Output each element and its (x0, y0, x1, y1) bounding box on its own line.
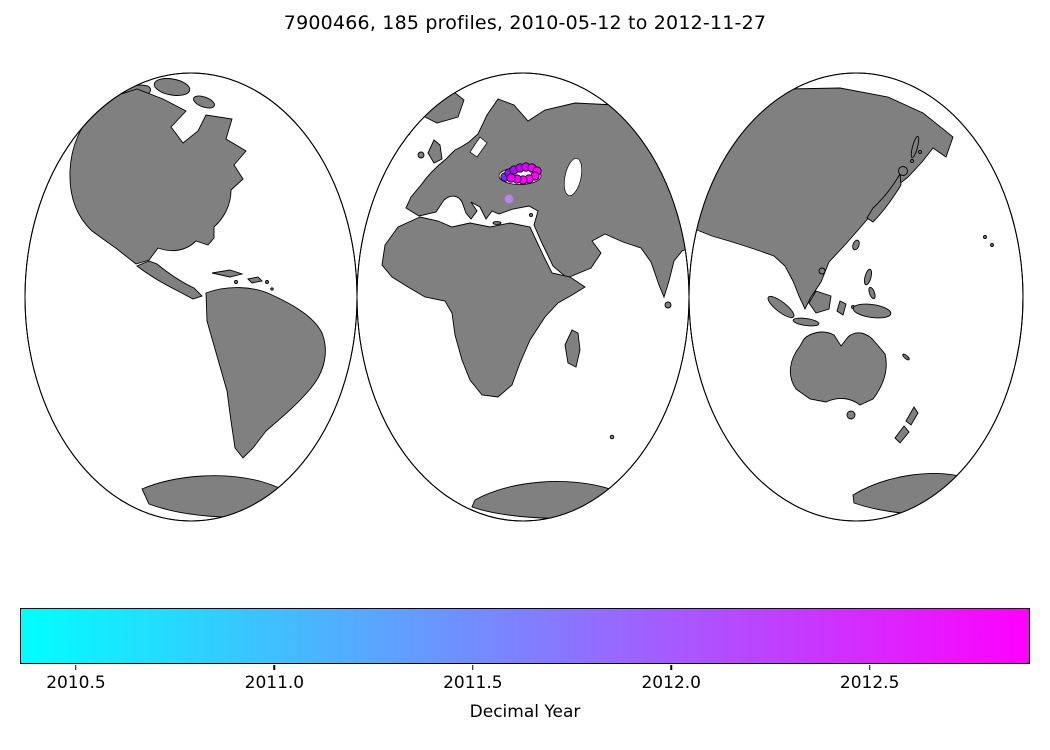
island-taiwan (852, 239, 860, 251)
float-trajectory (500, 162, 542, 204)
continent-australia (789, 331, 887, 406)
island-dot (270, 287, 274, 291)
colorbar-tick-mark (472, 665, 474, 670)
island-cuba (211, 269, 244, 278)
island-dot (910, 159, 914, 163)
continent-south-america (205, 287, 326, 459)
arctic-island (153, 78, 191, 96)
colorbar-label: Decimal Year (469, 702, 581, 722)
island-new-zealand-north (905, 406, 919, 426)
island-hainan (818, 267, 826, 275)
island-new-zealand-south (894, 425, 910, 444)
island-crete (492, 221, 502, 225)
island-dot (234, 280, 238, 284)
colorbar-tick-mark (273, 665, 276, 670)
island-java (792, 317, 820, 327)
island-cyprus (529, 213, 533, 217)
plot-title: 7900466, 185 profiles, 2010-05-12 to 201… (283, 12, 767, 34)
island-dot (983, 235, 987, 239)
colorbar (20, 608, 1030, 664)
island-new-caledonia (902, 353, 910, 361)
island-dot (918, 150, 922, 154)
colorbar-tick-label: 2012.0 (641, 673, 701, 693)
baltic-sea (469, 136, 488, 158)
island-madagascar (564, 329, 581, 368)
profile-point (506, 173, 516, 183)
colorbar-tick-label: 2010.5 (46, 673, 106, 693)
island-dot (990, 243, 994, 247)
caspian-sea (563, 157, 583, 197)
island-britain (427, 139, 443, 164)
map-lobe-outline (688, 72, 1024, 522)
colorbar-ticks: 2010.5 2011.0 2011.5 2012.0 2012.5 (20, 664, 1030, 698)
colorbar-tick-label: 2012.5 (839, 673, 900, 693)
island-philippines (868, 286, 876, 300)
colorbar-tick-label: 2011.0 (244, 673, 305, 693)
island-sumatra (767, 295, 795, 319)
island-hokkaido (898, 166, 908, 176)
island-tasmania (846, 410, 856, 420)
colorbar-tick-mark (670, 665, 672, 670)
island-sri-lanka (664, 301, 672, 309)
world-map (24, 72, 1024, 522)
colorbar-tick-mark (75, 665, 77, 670)
island-philippines (863, 268, 873, 286)
colorbar-tick-mark (868, 665, 871, 670)
island-dot (265, 280, 269, 284)
colorbar-tick-label: 2011.5 (443, 673, 503, 693)
continents-asia-oceania (696, 87, 994, 515)
island-sakhalin (910, 135, 920, 159)
island-dot (609, 434, 615, 440)
continents-americas (69, 78, 326, 518)
island-hispaniola (247, 276, 263, 284)
continent-africa (381, 216, 586, 398)
continent-asia-east (696, 87, 954, 311)
island-borneo (808, 290, 832, 314)
island-japan (866, 172, 902, 223)
continent-north-america (69, 88, 247, 265)
island-ireland (417, 151, 425, 159)
island-sulawesi (836, 300, 847, 316)
central-america (136, 260, 203, 300)
profile-point (504, 194, 514, 204)
island-new-guinea (852, 303, 892, 319)
arctic-island (193, 95, 215, 109)
